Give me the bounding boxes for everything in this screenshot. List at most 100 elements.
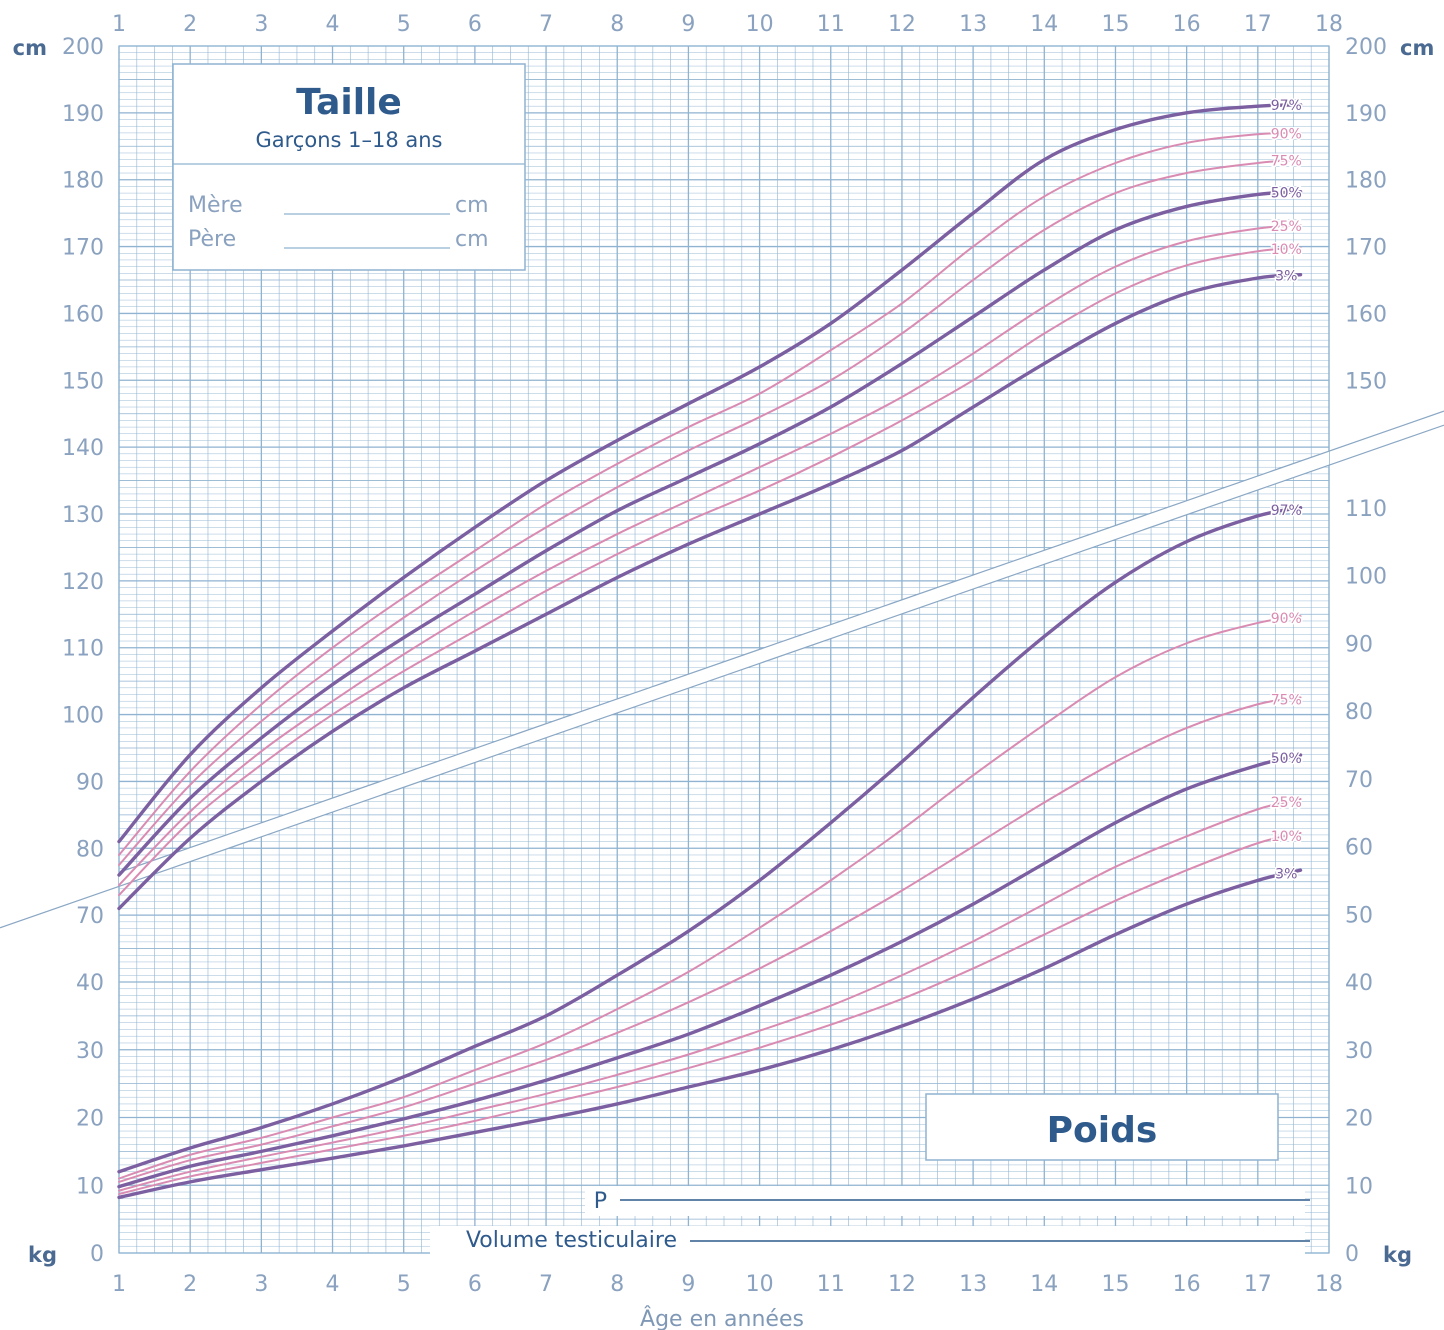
weight-tick-left: 40: [76, 971, 104, 996]
height-curve-3p: [117, 272, 1303, 911]
father-unit: cm: [455, 227, 489, 252]
x-tick-top: 1: [112, 12, 126, 37]
weight-label-75p: 75%: [1271, 692, 1302, 708]
x-tick-top: 17: [1244, 12, 1272, 37]
weight-tick-right: 10: [1345, 1174, 1373, 1199]
height-tick-left: 80: [76, 837, 104, 862]
height-info-box: Taille Garçons 1–18 ans Mère cm Père cm: [172, 63, 526, 271]
height-tick-left: 110: [62, 637, 104, 662]
height-label-90p: 90%: [1271, 126, 1302, 142]
x-tick-top: 3: [254, 12, 268, 37]
weight-label-90p: 90%: [1271, 611, 1302, 627]
weight-tick-right: 90: [1345, 632, 1373, 657]
height-tick-left: 190: [62, 102, 104, 127]
height-tick-right: 160: [1345, 302, 1387, 327]
weight-tick-right: 20: [1345, 1107, 1373, 1132]
height-curve-75p: [118, 158, 1302, 866]
x-tick-bottom: 17: [1244, 1272, 1272, 1297]
height-tick-left: 130: [62, 503, 104, 528]
x-tick-top: 13: [959, 12, 987, 37]
weight-tick-right: 60: [1345, 836, 1373, 861]
weight-tick-right: 70: [1345, 768, 1373, 793]
x-tick-top: 10: [746, 12, 774, 37]
weight-curve-90p: [118, 615, 1302, 1180]
x-tick-bottom: 15: [1101, 1272, 1129, 1297]
x-tick-top: 4: [326, 12, 340, 37]
height-tick-left: 160: [62, 302, 104, 327]
band-edge-upper: [118, 410, 1444, 873]
weight-curve-10p: [118, 831, 1302, 1196]
weight-tick-right: 40: [1345, 971, 1373, 996]
axis-labels: 1122334455667788991010111112121313141415…: [62, 12, 1387, 1297]
x-tick-top: 5: [397, 12, 411, 37]
weight-tick-right: 80: [1345, 700, 1373, 725]
height-tick-left: 140: [62, 436, 104, 461]
x-tick-bottom: 18: [1315, 1272, 1343, 1297]
weight-tick-left: 20: [76, 1107, 104, 1132]
x-tick-bottom: 11: [817, 1272, 845, 1297]
weight-label-97p: 97%: [1271, 503, 1302, 519]
testicular-volume-label: Volume testiculaire: [466, 1228, 677, 1253]
right-weight-unit: kg: [1383, 1243, 1412, 1267]
x-tick-bottom: 13: [959, 1272, 987, 1297]
weight-curve-97p: [117, 506, 1303, 1174]
height-tick-right: 150: [1345, 369, 1387, 394]
weight-curve-25p: [118, 798, 1302, 1192]
weight-label-25p: 25%: [1271, 795, 1302, 811]
height-tick-left: 150: [62, 369, 104, 394]
height-curve-50p: [117, 190, 1303, 877]
x-tick-top: 8: [610, 12, 624, 37]
height-tick-left: 100: [62, 704, 104, 729]
percentile-curves: 97% 90% 75% 50% 25% 10% 3% 97% 90% 75% 50% 25% 10% 3%: [117, 97, 1303, 1200]
puberty-p-label: P: [594, 1189, 607, 1214]
x-tick-bottom: 16: [1173, 1272, 1201, 1297]
x-tick-bottom: 5: [397, 1272, 411, 1297]
height-tick-left: 120: [62, 570, 104, 595]
weight-tick-left: 30: [76, 1039, 104, 1064]
right-height-unit: cm: [1400, 36, 1434, 60]
x-tick-top: 18: [1315, 12, 1343, 37]
height-curve-25p: [118, 224, 1302, 887]
weight-label-3p: 3%: [1275, 866, 1297, 882]
x-tick-bottom: 3: [254, 1272, 268, 1297]
weight-label-10p: 10%: [1271, 829, 1302, 845]
weight-title-frame: [925, 1093, 1279, 1161]
left-height-unit: cm: [13, 36, 47, 60]
weight-tick-left: 10: [76, 1174, 104, 1199]
height-label-97p: 97%: [1271, 98, 1302, 114]
father-label: Père: [188, 227, 236, 252]
weight-tick-right: 110: [1345, 497, 1387, 522]
x-tick-bottom: 7: [539, 1272, 553, 1297]
height-tick-right: 200: [1345, 35, 1387, 60]
height-chart-title: Taille: [296, 82, 402, 123]
height-label-75p: 75%: [1271, 154, 1302, 170]
weight-tick-left: 0: [90, 1242, 104, 1267]
height-tick-left: 200: [62, 35, 104, 60]
height-curve-90p: [118, 131, 1302, 856]
mother-label: Mère: [188, 193, 243, 218]
height-tick-right: 170: [1345, 236, 1387, 261]
height-label-3p: 3%: [1275, 269, 1297, 285]
x-tick-top: 14: [1030, 12, 1058, 37]
band-edge-lower: [0, 424, 1444, 929]
x-tick-top: 16: [1173, 12, 1201, 37]
x-tick-bottom: 8: [610, 1272, 624, 1297]
height-curve-10p: [118, 246, 1302, 897]
x-tick-bottom: 6: [468, 1272, 482, 1297]
height-label-10p: 10%: [1271, 242, 1302, 258]
x-tick-top: 12: [888, 12, 916, 37]
separator-band: [0, 410, 1444, 929]
height-tick-left: 180: [62, 169, 104, 194]
weight-chart-title: Poids: [1047, 1110, 1158, 1151]
puberty-rows: P Volume testiculaire: [430, 1186, 1310, 1256]
x-tick-top: 9: [681, 12, 695, 37]
height-tick-left: 90: [76, 770, 104, 795]
x-tick-bottom: 2: [183, 1272, 197, 1297]
x-tick-top: 6: [468, 12, 482, 37]
x-tick-bottom: 12: [888, 1272, 916, 1297]
weight-tick-right: 30: [1345, 1039, 1373, 1064]
x-tick-bottom: 14: [1030, 1272, 1058, 1297]
x-tick-bottom: 1: [112, 1272, 126, 1297]
x-tick-bottom: 10: [746, 1272, 774, 1297]
